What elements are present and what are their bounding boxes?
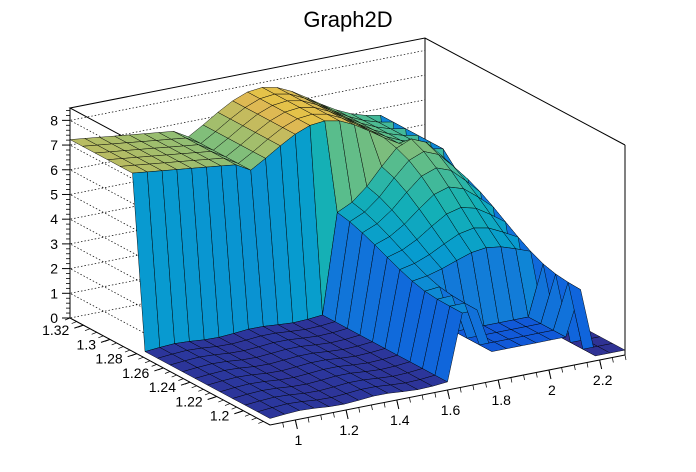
y-minor-tick	[211, 396, 217, 399]
x-minor-tick	[345, 409, 348, 416]
x-minor-tick	[409, 397, 411, 403]
x-minor-tick	[586, 362, 589, 368]
y-minor-tick	[131, 353, 137, 356]
y-minor-tick	[78, 324, 84, 328]
y-minor-tick	[104, 339, 111, 342]
x-tick-label: 1.8	[491, 392, 511, 408]
x-axis: 1 1.2 1.4 1.6 1.8 2 2.2	[282, 354, 627, 448]
y-tick-label: 1.32	[42, 322, 69, 338]
z-tick-label: 1	[50, 285, 58, 301]
y-tick-label: 1.24	[149, 379, 176, 395]
y-minor-tick	[238, 410, 244, 414]
x-minor-tick	[447, 389, 449, 396]
surface-cell	[597, 343, 626, 354]
x-minor-tick	[510, 377, 513, 383]
x-minor-tick	[624, 354, 627, 361]
y-minor-tick	[184, 381, 191, 385]
x-minor-tick	[561, 367, 563, 373]
y-tick-label: 1.3	[77, 336, 97, 352]
y-minor-tick	[98, 335, 104, 339]
x-minor-tick	[523, 374, 525, 381]
z-axis: 0 1 2 3 4 5 6 7 8	[50, 108, 71, 326]
surface	[69, 87, 626, 419]
y-tick-label: 1.26	[122, 365, 149, 381]
y-minor-tick	[231, 406, 237, 410]
x-minor-tick	[320, 414, 323, 421]
x-tick-label: 1	[294, 432, 302, 448]
y-minor-tick	[111, 342, 117, 346]
y-minor-tick	[124, 349, 131, 353]
y-minor-tick	[191, 385, 197, 389]
z-tick-label: 5	[50, 186, 58, 202]
x-minor-tick	[358, 407, 361, 413]
y-minor-tick	[251, 417, 257, 421]
y-minor-tick	[64, 317, 71, 321]
x-minor-tick	[611, 357, 614, 363]
x-minor-tick	[383, 402, 386, 408]
x-minor-tick	[459, 387, 462, 393]
y-tick-label: 1.22	[175, 393, 202, 409]
x-minor-tick	[396, 399, 399, 406]
x-minor-tick	[282, 422, 285, 428]
y-axis: 1.2 1.221.241.261.281.3 1.32	[42, 317, 264, 424]
y-tick-label: 1.2	[210, 408, 230, 424]
x-minor-tick	[573, 364, 576, 371]
x-minor-tick	[535, 372, 538, 378]
x-minor-tick	[371, 404, 373, 411]
z-tick-label: 2	[50, 261, 58, 277]
x-tick-label: 2.2	[593, 372, 613, 388]
x-tick-label: 1.4	[390, 412, 410, 428]
x-minor-tick	[472, 384, 475, 391]
chart-title: Graph2D	[303, 7, 392, 32]
y-minor-tick	[84, 328, 91, 332]
y-minor-tick	[151, 364, 157, 367]
y-minor-tick	[91, 331, 97, 335]
z-tick-label: 3	[50, 236, 58, 252]
x-minor-tick	[421, 394, 424, 401]
z-tick-label: 4	[50, 211, 58, 227]
y-minor-tick	[198, 389, 204, 392]
y-minor-tick	[118, 346, 124, 349]
y-minor-tick	[218, 399, 224, 403]
z-tick-label: 7	[50, 137, 58, 153]
y-minor-tick	[224, 403, 231, 406]
x-minor-tick	[485, 382, 487, 388]
x-tick-label: 2	[548, 382, 556, 398]
y-minor-tick	[244, 413, 251, 417]
x-minor-tick	[434, 392, 437, 398]
x-minor-tick	[295, 419, 297, 426]
y-minor-tick	[258, 421, 264, 424]
x-minor-tick	[497, 379, 500, 386]
x-minor-tick	[333, 412, 335, 418]
y-minor-tick	[144, 360, 151, 364]
x-tick-label: 1.6	[441, 402, 461, 418]
x-minor-tick	[599, 359, 601, 366]
y-minor-tick	[204, 392, 211, 396]
y-minor-tick	[138, 356, 144, 360]
z-tick-label: 0	[50, 310, 58, 326]
x-minor-tick	[307, 417, 310, 423]
y-minor-tick	[171, 374, 177, 378]
y-minor-tick	[71, 321, 77, 324]
z-tick-label: 6	[50, 162, 58, 178]
y-minor-tick	[158, 367, 164, 371]
y-minor-tick	[164, 371, 171, 374]
z-tick-label: 8	[50, 112, 58, 128]
y-minor-tick	[178, 378, 184, 381]
x-tick-label: 1.2	[339, 422, 359, 438]
x-minor-tick	[548, 369, 551, 376]
y-tick-label: 1.28	[95, 351, 122, 367]
